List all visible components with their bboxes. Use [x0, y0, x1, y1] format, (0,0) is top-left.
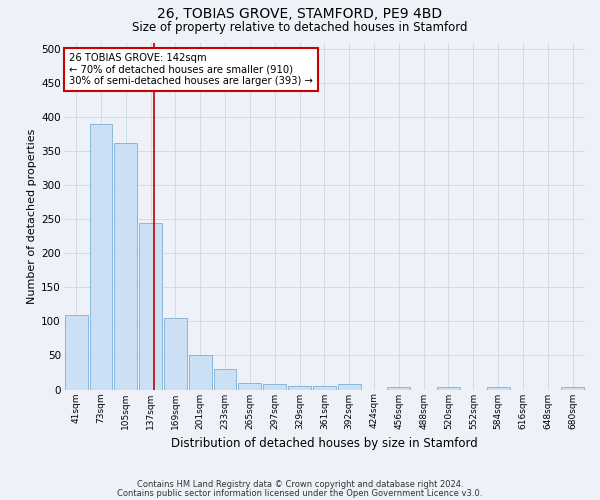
Text: 26 TOBIAS GROVE: 142sqm
← 70% of detached houses are smaller (910)
30% of semi-d: 26 TOBIAS GROVE: 142sqm ← 70% of detache… — [69, 53, 313, 86]
Bar — [263, 384, 286, 390]
Bar — [89, 124, 112, 390]
Bar — [115, 143, 137, 390]
Text: Contains public sector information licensed under the Open Government Licence v3: Contains public sector information licen… — [118, 488, 482, 498]
Bar — [288, 386, 311, 390]
Bar — [388, 388, 410, 390]
Bar — [189, 356, 212, 390]
Text: Size of property relative to detached houses in Stamford: Size of property relative to detached ho… — [132, 21, 468, 34]
Bar — [139, 223, 162, 390]
X-axis label: Distribution of detached houses by size in Stamford: Distribution of detached houses by size … — [171, 437, 478, 450]
Text: Contains HM Land Registry data © Crown copyright and database right 2024.: Contains HM Land Registry data © Crown c… — [137, 480, 463, 489]
Y-axis label: Number of detached properties: Number of detached properties — [27, 128, 37, 304]
Bar — [487, 388, 509, 390]
Bar — [338, 384, 361, 390]
Bar — [313, 386, 336, 390]
Bar — [65, 314, 88, 390]
Text: 26, TOBIAS GROVE, STAMFORD, PE9 4BD: 26, TOBIAS GROVE, STAMFORD, PE9 4BD — [157, 8, 443, 22]
Bar — [238, 382, 261, 390]
Bar — [561, 388, 584, 390]
Bar — [164, 318, 187, 390]
Bar — [214, 369, 236, 390]
Bar — [437, 388, 460, 390]
